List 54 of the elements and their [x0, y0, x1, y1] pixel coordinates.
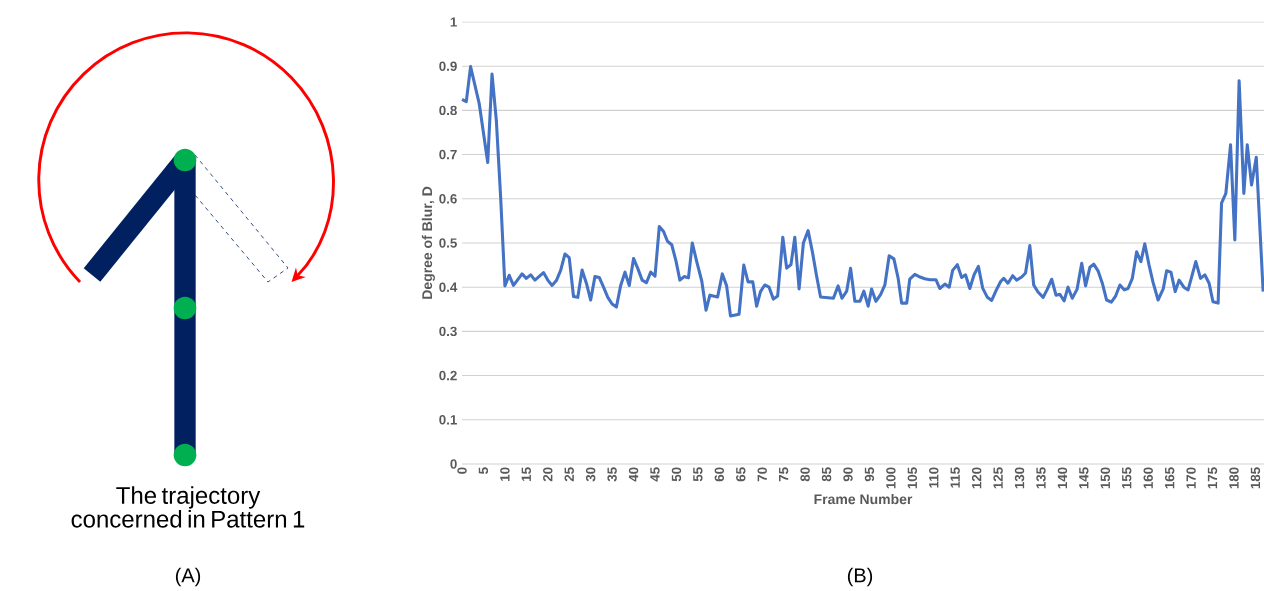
x-tick-label: 0: [457, 467, 467, 474]
y-tick-label: 0.9: [439, 61, 457, 71]
x-tick-label: 115: [950, 467, 960, 488]
x-tick-label: 165: [1164, 467, 1175, 489]
x-tick-label: 90: [843, 467, 853, 482]
x-tick-label: 105: [907, 467, 918, 489]
x-tick-label: 95: [864, 467, 875, 482]
y-axis-title: Degree of Blur, D: [421, 186, 435, 299]
x-tick-label: 45: [650, 467, 660, 482]
x-tick-label: 10: [500, 467, 510, 481]
x-tick-label: 185: [1250, 467, 1261, 489]
y-tick-label: 0.4: [439, 282, 458, 292]
x-tick-label: 30: [585, 467, 596, 482]
x-tick-label: 70: [757, 467, 767, 482]
x-tick-label: 110: [929, 467, 939, 488]
x-tick-label: 135: [1036, 467, 1046, 489]
x-tick-label: 15: [521, 467, 531, 481]
x-axis-title: Frame Number: [814, 493, 913, 505]
x-tick-label: 130: [1014, 467, 1025, 489]
x-tick-label: 55: [693, 467, 703, 482]
x-tick-label: 85: [821, 467, 832, 482]
x-tick-label: 65: [736, 467, 746, 482]
x-tick-label: 100: [886, 467, 896, 489]
x-tick-label: 170: [1186, 467, 1196, 489]
x-tick-label: 25: [564, 467, 574, 482]
x-tick-label: 80: [800, 467, 810, 482]
x-tick-label: 180: [1229, 467, 1239, 489]
y-tick-label: 0.1: [439, 415, 457, 425]
x-tick-label: 160: [1143, 467, 1153, 489]
y-tick-label: 1: [450, 17, 457, 27]
x-tick-label: 125: [993, 467, 1003, 489]
x-tick-label: 120: [971, 467, 982, 489]
x-tick-label: 40: [628, 467, 639, 482]
x-tick-label: 145: [1079, 467, 1089, 489]
y-tick-label: 0.3: [439, 326, 457, 337]
x-tick-label: 50: [671, 467, 682, 482]
x-tick-label: 35: [607, 467, 617, 482]
y-tick-label: 0.8: [439, 105, 457, 116]
x-tick-label: 155: [1122, 467, 1132, 489]
y-tick-label: 0.7: [439, 149, 457, 160]
x-tick-label: 150: [1100, 467, 1111, 489]
text: The trajectory concerned in Pattern 1: [71, 486, 305, 528]
x-tick-label: 140: [1057, 467, 1068, 489]
y-tick-label: 0.2: [439, 370, 457, 381]
text: (B): [847, 567, 873, 587]
x-tick-label: 5: [478, 467, 489, 474]
text: (A): [175, 567, 201, 587]
y-tick-label: 0.6: [439, 194, 457, 204]
y-tick-label: 0.5: [439, 238, 457, 248]
x-tick-label: 175: [1207, 467, 1218, 489]
x-tick-label: 75: [779, 467, 789, 482]
line-series: [460, 65, 1264, 318]
x-tick-label: 60: [714, 467, 725, 482]
x-tick-label: 20: [543, 467, 553, 482]
